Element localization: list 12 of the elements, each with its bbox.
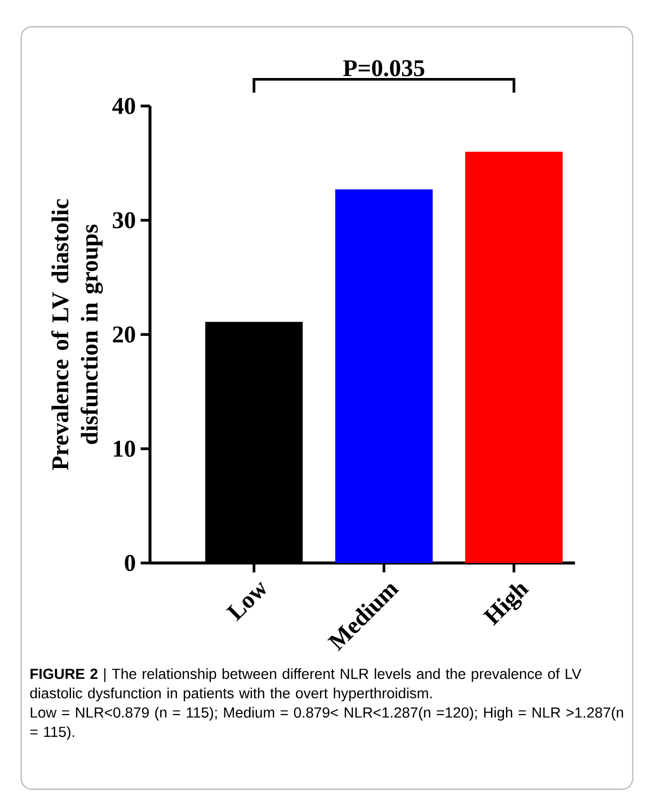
y-tick-label: 0 [124, 554, 136, 572]
text: Low = NLR<0.879 (n = 115); Medium = 0.879< NLR<1.287(n =120); High = NLR >1.287(n = 115). [30, 706, 624, 740]
x-tick-label: Low [226, 582, 266, 622]
y-tick-label: 30 [112, 212, 136, 228]
bar [335, 189, 433, 563]
text: P=0.035 [343, 60, 424, 76]
y-axis-title: Prevalence of LV diastolic disfunction in groups [51, 199, 103, 470]
text: FIGURE 2 | The relationship between different NLR levels and the prevalence of LV diastolic dysfunction in patients with the overt hyperthroidism. [30, 668, 582, 702]
bar [465, 152, 563, 563]
y-tick-label: 10 [114, 440, 136, 457]
y-tick-label: 20 [112, 326, 136, 343]
y-tick-label: 40 [112, 98, 136, 114]
